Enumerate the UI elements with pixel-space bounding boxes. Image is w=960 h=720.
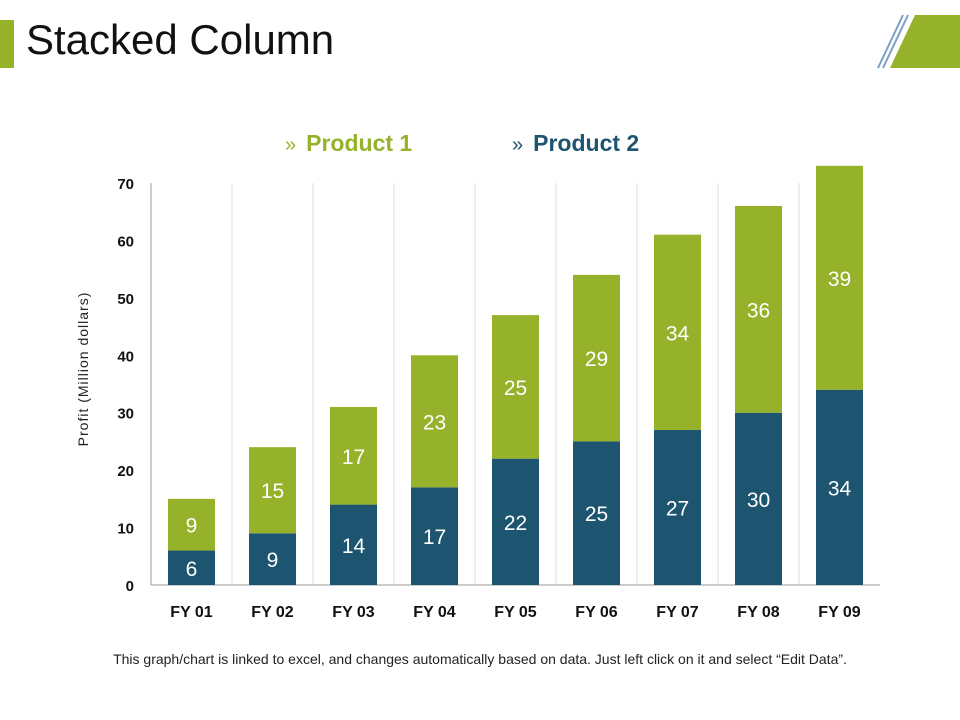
y-tick-label: 60 — [117, 233, 134, 250]
bar-product-2 — [168, 550, 215, 585]
data-label-product-2: 27 — [666, 497, 689, 520]
title-accent-bar — [0, 20, 14, 68]
data-label-product-2: 34 — [828, 477, 852, 500]
x-tick-label: FY 01 — [170, 604, 213, 621]
corner-stripe-2 — [882, 14, 909, 69]
page-title: Stacked Column — [26, 16, 335, 63]
bar-product-1 — [411, 355, 458, 488]
data-label-product-2: 9 — [267, 549, 279, 572]
data-label-product-2: 25 — [585, 503, 608, 526]
data-label-product-1: 9 — [186, 515, 198, 538]
y-axis-title: Profit (Million dollars) — [75, 292, 91, 447]
corner-decoration — [877, 14, 960, 69]
bar-product-2 — [654, 429, 701, 585]
data-label-product-2: 17 — [423, 526, 446, 549]
bar-product-1 — [654, 234, 701, 430]
x-tick-label: FY 04 — [413, 604, 456, 621]
bar-product-2 — [816, 389, 863, 585]
x-tick-label: FY 06 — [575, 604, 618, 621]
stacked-column-chart: 0 10 20 30 40 50 60 70 Profit (Million dollars) 6… — [75, 165, 880, 621]
y-tick-label: 40 — [117, 348, 134, 365]
y-tick-label: 70 — [117, 176, 134, 193]
data-label-product-1: 25 — [504, 377, 527, 400]
legend-label-product-1: Product 1 — [306, 130, 413, 156]
data-label-product-1: 17 — [342, 446, 365, 469]
bar-product-2 — [735, 412, 782, 585]
legend-label-product-2: Product 2 — [533, 130, 640, 156]
data-label-product-1: 34 — [666, 322, 690, 345]
footnote: This graph/chart is linked to excel, and… — [113, 651, 847, 667]
y-tick-label: 0 — [126, 578, 134, 595]
corner-green-block — [890, 15, 960, 68]
data-label-product-2: 30 — [747, 489, 770, 512]
bar-product-1 — [330, 406, 377, 505]
data-label-product-1: 36 — [747, 299, 770, 322]
x-tick-label: FY 05 — [494, 604, 537, 621]
bar-product-1 — [573, 274, 620, 442]
legend-chevron-icon: » — [285, 134, 297, 156]
legend-chevron-icon: » — [512, 134, 524, 156]
bar-product-1 — [249, 447, 296, 534]
y-tick-label: 10 — [117, 521, 134, 538]
data-label-product-1: 23 — [423, 411, 446, 434]
legend-item-product-2: » Product 2 — [512, 130, 639, 157]
bar-product-2 — [330, 504, 377, 585]
bar-product-2 — [249, 533, 296, 585]
corner-stripe-1 — [877, 14, 904, 69]
bar-product-2 — [411, 487, 458, 585]
x-tick-label: FY 09 — [818, 604, 861, 621]
data-label-product-2: 14 — [342, 535, 366, 558]
data-label-product-2: 22 — [504, 512, 527, 535]
bar-product-1 — [168, 498, 215, 551]
y-tick-label: 20 — [117, 463, 134, 480]
bar-product-1 — [492, 315, 539, 459]
bar-product-2 — [492, 458, 539, 585]
bar-product-1 — [735, 205, 782, 413]
data-label-product-1: 39 — [828, 268, 851, 291]
bar-product-2 — [573, 441, 620, 585]
x-tick-label: FY 07 — [656, 604, 699, 621]
x-tick-label: FY 03 — [332, 604, 375, 621]
data-label-product-2: 6 — [186, 558, 198, 581]
bar-product-1 — [816, 165, 863, 390]
data-label-product-1: 15 — [261, 480, 284, 503]
legend-item-product-1: » Product 1 — [285, 130, 412, 157]
chart-legend: » Product 1 » Product 2 — [0, 130, 960, 164]
data-label-product-1: 29 — [585, 348, 608, 371]
x-tick-label: FY 02 — [251, 604, 294, 621]
y-tick-label: 30 — [117, 406, 134, 423]
y-tick-label: 50 — [117, 291, 134, 308]
x-tick-label: FY 08 — [737, 604, 780, 621]
